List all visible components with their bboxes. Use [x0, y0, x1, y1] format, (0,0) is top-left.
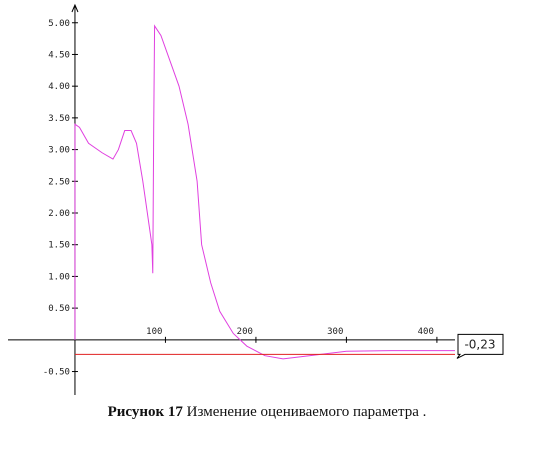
y-tick-label: 3.50 — [48, 114, 70, 124]
y-tick-label: 5.00 — [48, 19, 70, 29]
data-line — [74, 24, 455, 360]
x-tick-label: 300 — [327, 327, 343, 337]
x-tick-label: 400 — [418, 327, 434, 337]
caption-text: Изменение оцениваемого параметра . — [186, 404, 427, 420]
chart: -0.50 0.50 1.00 1.50 2.00 2.50 3.00 3.50 4.00 4.5… — [8, 3, 504, 395]
y-tick-label: -0.50 — [43, 368, 70, 378]
x-tick-label: 100 — [146, 327, 162, 337]
callout-label: -0,23 — [464, 337, 495, 351]
y-tick-label: 4.50 — [48, 50, 70, 60]
x-tick-label: 200 — [237, 327, 253, 337]
y-tick-label: 0.50 — [48, 304, 70, 314]
y-tick-label: 4.00 — [48, 82, 70, 92]
y-tick-label: 1.00 — [48, 272, 70, 282]
y-tick-label: 3.00 — [48, 146, 70, 156]
caption: Рисунок 17 Изменение оцениваемого параме… — [0, 404, 534, 421]
y-arrow — [71, 3, 79, 13]
caption-label: Рисунок 17 — [107, 404, 183, 420]
y-tick-label: 1.50 — [48, 241, 70, 251]
callout-box — [456, 333, 504, 359]
y-tick-label: 2.50 — [48, 177, 70, 187]
y-tick-label: 2.00 — [48, 209, 70, 219]
